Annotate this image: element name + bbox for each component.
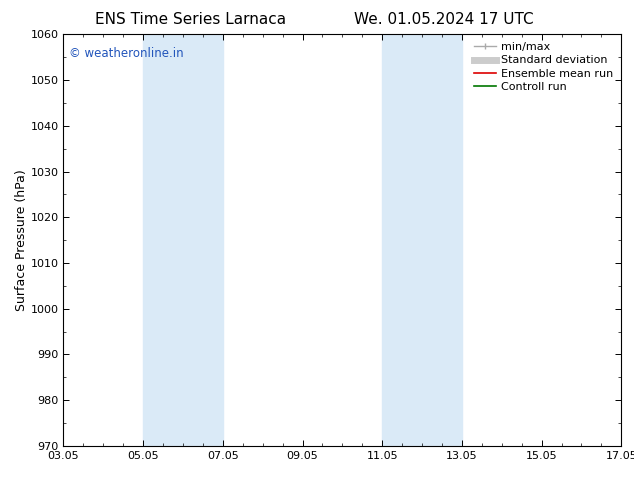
Text: © weatheronline.in: © weatheronline.in	[69, 47, 184, 60]
Text: We. 01.05.2024 17 UTC: We. 01.05.2024 17 UTC	[354, 12, 534, 27]
Y-axis label: Surface Pressure (hPa): Surface Pressure (hPa)	[15, 169, 28, 311]
Bar	[382, 34, 462, 446]
Bar	[143, 34, 223, 446]
Legend: min/max, Standard deviation, Ensemble mean run, Controll run: min/max, Standard deviation, Ensemble me…	[471, 40, 616, 94]
Text: ENS Time Series Larnaca: ENS Time Series Larnaca	[94, 12, 286, 27]
